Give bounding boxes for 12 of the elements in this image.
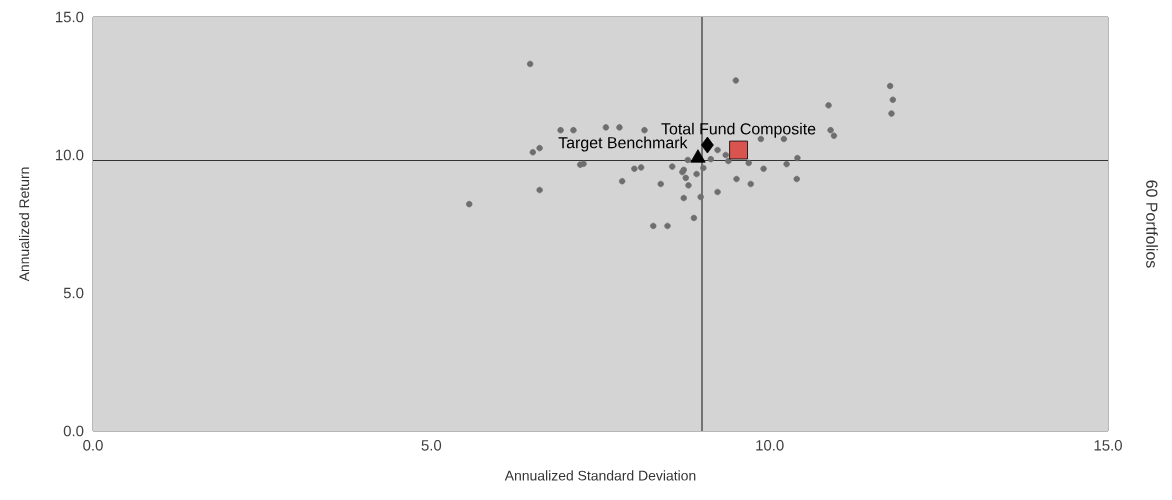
y-tick-label: 5.0 [63, 287, 84, 299]
y-tick-label: 0.0 [63, 425, 84, 437]
y-tick-label: 10.0 [56, 149, 84, 161]
y-tick-label: 15.0 [56, 11, 84, 23]
text: 60 Portfolios [1146, 180, 1158, 268]
x-axis-title: Annualized Standard Deviation [504, 470, 696, 481]
y-axis-title: Annualized Return [18, 167, 30, 282]
x-tick-label: 0.0 [83, 440, 103, 451]
x-tick-label: 5.0 [421, 440, 442, 451]
x-tick-label: 15.0 [1094, 440, 1122, 451]
x-tick-label: 10.0 [756, 440, 784, 451]
series-label: Target Benchmark [558, 136, 688, 152]
